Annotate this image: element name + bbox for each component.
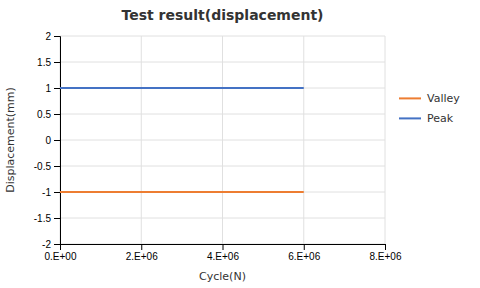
y-tick-label: -0.5 — [34, 161, 52, 172]
legend-swatch — [399, 97, 421, 99]
x-axis-title: Cycle(N) — [199, 270, 246, 283]
y-tick: -2 — [42, 239, 60, 250]
y-tick-mark — [54, 218, 60, 219]
x-tick-label: 6.E+06 — [288, 251, 320, 262]
x-tick-mark — [141, 244, 142, 250]
y-tick: 1 — [45, 83, 60, 94]
legend: Valley Peak — [399, 92, 460, 125]
x-tick-label: 4.E+06 — [207, 251, 239, 262]
legend-label: Valley — [427, 92, 460, 105]
legend-swatch — [399, 117, 421, 119]
x-tick-mark — [304, 244, 305, 250]
y-tick-label: -1.5 — [34, 213, 52, 224]
y-tick-label: 1 — [45, 83, 51, 94]
grid-line — [222, 36, 223, 244]
y-tick-label: -1 — [42, 187, 51, 198]
x-tick-mark — [223, 244, 224, 250]
y-tick-mark — [54, 88, 60, 89]
y-tick-mark — [54, 166, 60, 167]
y-tick-label: -2 — [42, 239, 51, 250]
y-tick-label: 0.5 — [37, 109, 51, 120]
y-tick: 1.5 — [37, 57, 60, 68]
legend-item: Peak — [399, 112, 454, 125]
y-tick-mark — [54, 62, 60, 63]
title: Test result(displacement) — [121, 7, 323, 23]
x-tick-label: 0.E+00 — [45, 251, 77, 262]
lines — [60, 88, 304, 192]
y-tick-label: 0 — [45, 135, 51, 146]
y-axis-line — [54, 37, 61, 245]
x-tick-mark — [385, 244, 386, 250]
y-tick: -0.5 — [34, 161, 60, 172]
chart: 0.E+00 2.E+06 4.E+06 6.E+06 8.E+06 -2 -1.5 -1 -0… — [0, 0, 480, 288]
grid — [60, 36, 385, 244]
grid-line — [303, 36, 304, 244]
x-axis: 0.E+00 2.E+06 4.E+06 6.E+06 8.E+06 — [45, 244, 402, 262]
grid-line — [141, 36, 142, 244]
x-axis-line — [61, 245, 386, 251]
y-axis: -2 -1.5 -1 -0.5 0 0.5 1 1.5 2 — [34, 31, 61, 250]
series-line — [60, 87, 304, 89]
x-tick-label: 2.E+06 — [126, 251, 158, 262]
x-tick: 8.E+06 — [370, 244, 402, 262]
y-tick-mark — [54, 244, 60, 245]
series-line — [60, 191, 304, 193]
y-tick: -1 — [42, 187, 60, 198]
y-tick-label: 2 — [45, 31, 51, 42]
legend-item: Valley — [399, 92, 460, 105]
y-tick-mark — [54, 192, 60, 193]
grid-line — [60, 88, 385, 89]
y-tick: 0 — [45, 135, 60, 146]
y-tick: -1.5 — [34, 213, 60, 224]
grid-line — [385, 36, 386, 244]
x-tick: 6.E+06 — [288, 244, 320, 262]
grid-line — [60, 192, 385, 193]
y-tick-mark — [54, 114, 60, 115]
x-tick: 2.E+06 — [126, 244, 158, 262]
x-tick-label: 8.E+06 — [370, 251, 402, 262]
legend-label: Peak — [427, 112, 454, 125]
y-tick-label: 1.5 — [37, 57, 51, 68]
y-tick-mark — [54, 140, 60, 141]
y-axis-title: Displacement(mm) — [4, 87, 17, 193]
y-tick-mark — [54, 36, 60, 37]
x-tick: 4.E+06 — [207, 244, 239, 262]
y-tick: 0.5 — [37, 109, 60, 120]
y-tick: 2 — [45, 31, 60, 42]
plot: 0.E+00 2.E+06 4.E+06 6.E+06 8.E+06 -2 -1.5 -1 -0… — [34, 31, 402, 262]
